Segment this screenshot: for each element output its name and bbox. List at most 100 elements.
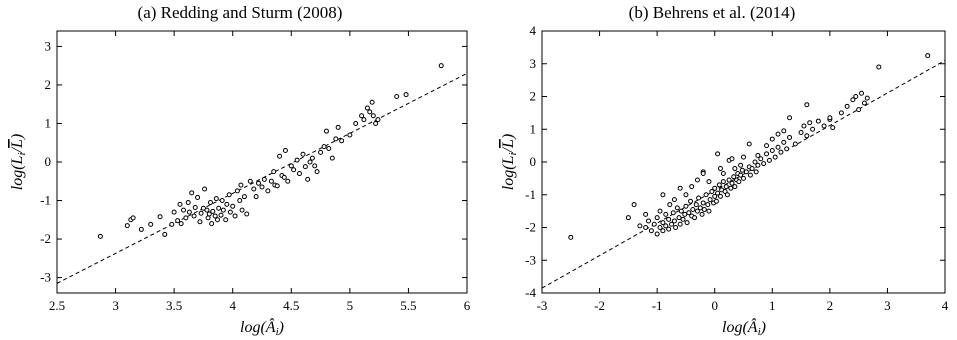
y-tick-label: 2 — [530, 89, 537, 104]
fit-line-a — [56, 72, 468, 284]
data-point — [699, 211, 705, 217]
data-point — [191, 213, 197, 219]
data-point — [169, 221, 175, 227]
data-point — [732, 184, 738, 190]
x-tick-label: 4 — [942, 298, 949, 313]
data-point — [666, 226, 672, 232]
data-point — [667, 202, 673, 208]
data-point — [195, 194, 201, 200]
data-point — [300, 151, 306, 157]
data-point — [321, 144, 327, 150]
data-point — [198, 210, 204, 216]
data-point — [736, 179, 742, 185]
data-point — [206, 211, 212, 217]
data-point — [212, 213, 218, 219]
data-point — [178, 221, 184, 227]
data-point — [830, 125, 836, 131]
data-point — [175, 218, 181, 224]
data-point — [255, 180, 261, 186]
data-point — [305, 176, 311, 182]
x-tick-label: -3 — [537, 298, 548, 313]
data-point — [766, 157, 772, 163]
data-point — [353, 120, 359, 126]
data-point — [749, 166, 755, 172]
data-point — [864, 95, 870, 101]
data-point — [741, 175, 746, 181]
chart-title-b: (b) Behrens et al. (2014) — [629, 3, 796, 22]
data-point — [684, 220, 690, 226]
data-point — [312, 163, 318, 169]
data-point — [853, 94, 859, 99]
y-tick-label: 4 — [530, 23, 537, 38]
data-point — [302, 164, 308, 170]
data-point — [761, 161, 767, 167]
data-point — [339, 138, 345, 144]
data-point — [712, 185, 718, 191]
data-point — [309, 155, 315, 161]
data-point — [643, 211, 649, 217]
data-point — [778, 149, 784, 155]
data-point — [669, 221, 675, 227]
data-point — [844, 103, 850, 109]
data-point — [631, 202, 637, 208]
data-point — [326, 146, 332, 152]
data-point — [224, 201, 230, 207]
x-tick-label: -1 — [652, 298, 663, 313]
data-point — [657, 208, 663, 214]
data-point — [787, 115, 793, 121]
data-point — [238, 182, 244, 188]
data-point — [314, 169, 320, 175]
data-point — [294, 157, 300, 163]
data-point — [657, 225, 663, 230]
x-tick-label: -2 — [594, 298, 605, 313]
data-point — [713, 198, 719, 204]
data-point — [237, 198, 243, 204]
data-point — [207, 199, 213, 205]
data-point — [717, 193, 723, 199]
data-point — [124, 223, 130, 229]
data-point — [177, 201, 183, 207]
data-point — [738, 162, 744, 168]
data-point — [700, 200, 706, 206]
data-point — [676, 215, 682, 221]
data-point — [651, 221, 657, 227]
data-point — [731, 174, 737, 180]
data-point — [739, 167, 745, 173]
data-point — [171, 209, 177, 215]
data-point — [755, 162, 761, 168]
data-point — [369, 99, 375, 105]
data-point — [663, 211, 669, 217]
data-point — [671, 218, 677, 224]
data-point — [213, 196, 219, 202]
x-axis-label-a: log(Âi) — [240, 317, 284, 338]
data-point — [643, 225, 649, 230]
data-point — [183, 215, 189, 221]
data-point — [856, 107, 862, 113]
data-point — [660, 228, 666, 234]
data-point — [689, 184, 695, 190]
x-tick-label: 1 — [769, 298, 776, 313]
data-point — [682, 211, 688, 217]
data-point — [185, 199, 191, 205]
data-point — [671, 197, 677, 203]
data-point — [876, 64, 882, 70]
data-point — [361, 117, 367, 123]
data-point — [743, 169, 749, 175]
x-tick-label: 3.5 — [166, 298, 182, 313]
data-point — [728, 185, 734, 191]
data-point — [97, 233, 103, 239]
data-point — [798, 130, 804, 136]
data-point — [323, 128, 329, 134]
data-point — [792, 141, 798, 147]
chart-title-a: (a) Redding and Sturm (2008) — [138, 3, 343, 22]
data-point — [204, 207, 210, 213]
data-point — [724, 192, 730, 198]
x-tick-label: 2 — [827, 298, 834, 313]
y-tick-label: -3 — [40, 270, 51, 285]
data-point — [333, 136, 339, 142]
data-point — [775, 131, 781, 137]
data-point — [752, 159, 758, 165]
data-point — [271, 169, 277, 175]
data-point — [648, 228, 654, 234]
